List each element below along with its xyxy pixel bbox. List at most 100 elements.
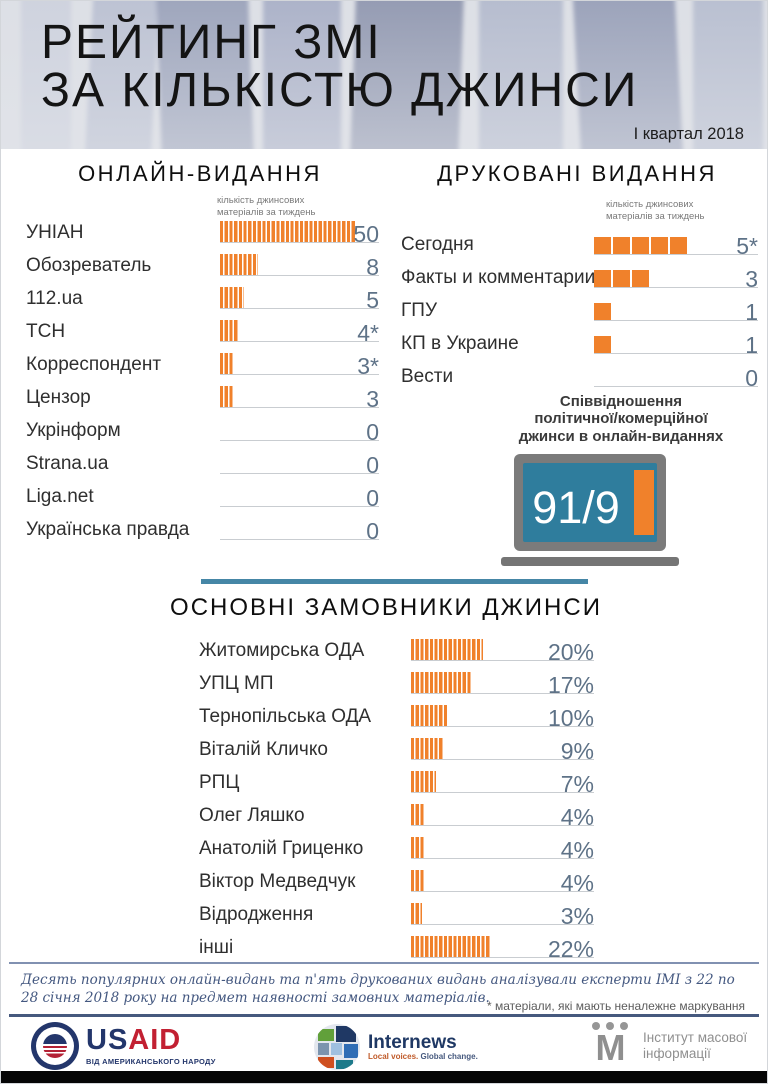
print-media-row: ГПУ 1 (396, 293, 758, 326)
client-row: Віктор Медведчук 4% (161, 864, 611, 897)
axis-caption-line1: кількість джинсових (217, 195, 305, 206)
clients-bar-list: Житомирська ОДА 20% УПЦ МП 17% Тернопіль… (161, 633, 611, 963)
client-share-bar (411, 903, 422, 924)
imi-dot (620, 1022, 628, 1030)
bar-baseline (220, 440, 379, 441)
usaid-seal-icon (31, 1022, 79, 1070)
client-name-label: інші (199, 937, 234, 958)
internews-tagline-2: Global change. (418, 1052, 478, 1062)
section-print-media: ДРУКОВАНІ ВИДАННЯ кількість джинсових ма… (396, 161, 758, 391)
media-name-label: Сегодня (401, 234, 474, 255)
bar-baseline (220, 473, 379, 474)
bar-baseline (411, 759, 594, 760)
page-title: РЕЙТИНГ ЗМІ ЗА КІЛЬКІСТЮ ДЖИНСИ (41, 19, 638, 115)
partner-logos: USAID ВІД АМЕРИКАНСЬКОГО НАРОДУ Internew… (1, 1022, 767, 1072)
ratio-caption-line3: джинси в онлайн-виданнях (518, 427, 724, 445)
imi-dots (586, 1022, 634, 1031)
media-name-label: Цензор (26, 387, 91, 408)
client-name-label: Віталій Кличко (199, 739, 328, 760)
client-row: Житомирська ОДА 20% (161, 633, 611, 666)
client-share-bar (411, 672, 473, 693)
internews-tagline-1: Local voices. (368, 1052, 419, 1062)
online-media-row: Strana.ua 0 (19, 446, 381, 479)
print-media-row: Сегодня 5* (396, 227, 758, 260)
usaid-subtext: ВІД АМЕРИКАНСЬКОГО НАРОДУ (86, 1057, 216, 1066)
imi-m-letter: М (595, 1027, 626, 1068)
imi-logo: М Інститут масової інформації (586, 1022, 747, 1070)
bar-baseline (220, 341, 379, 342)
jeansa-count-bar (220, 320, 239, 341)
jeansa-count-value: 0 (366, 419, 379, 445)
media-name-label: Обозреватель (26, 255, 152, 276)
bar-baseline (220, 275, 379, 276)
bar-baseline (411, 858, 594, 859)
media-name-label: ГПУ (401, 300, 438, 321)
jeansa-count-value: 3 (366, 386, 379, 412)
jeansa-count-bar (220, 353, 235, 374)
client-share-bar (411, 837, 426, 858)
imi-dot (606, 1022, 614, 1030)
section-title-clients: ОСНОВНІ ЗАМОВНИКИ ДЖИНСИ (170, 594, 602, 621)
jeansa-count-value: 0 (745, 365, 758, 391)
section-clients: ОСНОВНІ ЗАМОВНИКИ ДЖИНСИ Житомирська ОДА… (161, 577, 611, 962)
print-media-row: КП в Украине 1 (396, 326, 758, 359)
online-media-row: 112.ua 5 (19, 281, 381, 314)
section-title-print: ДРУКОВАНІ ВИДАННЯ (437, 161, 717, 186)
online-media-row: УНІАН 50 (19, 215, 381, 248)
ratio-orange-bar (634, 470, 654, 536)
jeansa-count-bar (594, 336, 611, 353)
client-share-bar (411, 936, 491, 957)
media-name-label: УНІАН (26, 222, 84, 243)
print-media-row: Факты и комментарии 3 (396, 260, 758, 293)
bar-baseline (594, 287, 758, 288)
jeansa-count-value: 1 (745, 299, 758, 325)
client-name-label: Відродження (199, 904, 314, 925)
media-name-label: Strana.ua (26, 453, 109, 474)
online-bar-list: УНІАН 50 Обозреватель 8 112.ua 5 (19, 215, 381, 545)
online-media-row: Обозреватель 8 (19, 248, 381, 281)
page-title-line2: ЗА КІЛЬКІСТЮ ДЖИНСИ (41, 64, 639, 117)
media-name-label: Корреспондент (26, 354, 162, 375)
jeansa-count-bar (220, 254, 258, 275)
axis-caption-line2: матеріалів за тиждень (217, 207, 316, 219)
imi-wordmark: Інститут масової інформації (643, 1030, 747, 1062)
imi-text-line2: інформації (643, 1046, 711, 1061)
bar-baseline (220, 407, 379, 408)
jeansa-count-value: 5* (736, 233, 758, 259)
section-online-media: ОНЛАЙН-ВИДАННЯ кількість джинсових матер… (19, 161, 381, 544)
axis-caption-line1: кількість джинсових (606, 199, 694, 210)
axis-caption-online: кількість джинсових матеріалів за тижден… (217, 195, 315, 220)
client-share-value: 7% (560, 771, 594, 797)
usaid-shield-icon (43, 1034, 67, 1058)
client-name-label: Олег Ляшко (199, 805, 305, 826)
section-ratio: Співвідношення політичної/комерційної дж… (481, 393, 761, 567)
globe-tile (336, 1026, 356, 1042)
globe-tile (344, 1044, 358, 1058)
media-name-label: Liga.net (26, 486, 94, 507)
media-name-label: 112.ua (26, 288, 83, 309)
ratio-caption: Співвідношення політичної/комерційної дж… (481, 393, 761, 445)
teal-divider (201, 579, 588, 584)
client-share-bar (411, 870, 426, 891)
footer-line-top (9, 962, 759, 964)
client-row: Відродження 3% (161, 897, 611, 930)
bar-baseline (594, 320, 758, 321)
online-media-row: Liga.net 0 (19, 479, 381, 512)
jeansa-count-bar (594, 303, 611, 320)
bar-baseline (594, 254, 758, 255)
media-name-label: Вести (401, 366, 454, 387)
section-title-online: ОНЛАЙН-ВИДАННЯ (78, 161, 322, 186)
client-row: Тернопільська ОДА 10% (161, 699, 611, 732)
globe-tile (336, 1060, 353, 1069)
usaid-seal-inner (36, 1027, 74, 1065)
ratio-value: 91/9 (532, 481, 620, 533)
header-banner: РЕЙТИНГ ЗМІ ЗА КІЛЬКІСТЮ ДЖИНСИ І квартал… (1, 1, 767, 149)
jeansa-count-value: 0 (366, 485, 379, 511)
bar-baseline (411, 693, 594, 694)
imi-monogram-icon: М (586, 1022, 634, 1070)
client-row: Олег Ляшко 4% (161, 798, 611, 831)
bar-baseline (594, 386, 758, 387)
client-row: РПЦ 7% (161, 765, 611, 798)
client-share-bar (411, 705, 447, 726)
client-share-value: 10% (547, 705, 594, 731)
